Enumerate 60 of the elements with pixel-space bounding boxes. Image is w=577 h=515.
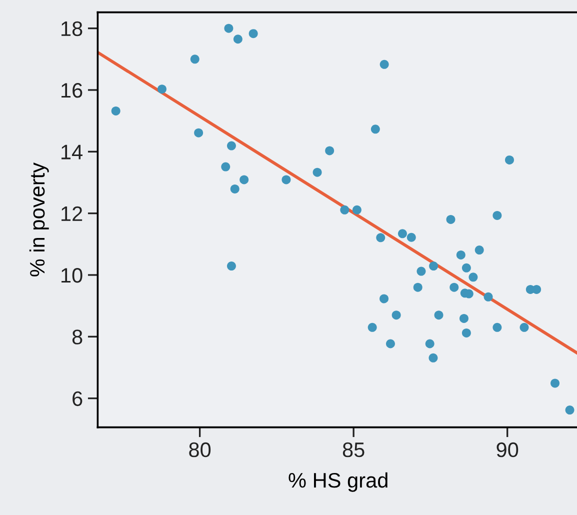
point (520, 322, 529, 332)
point (380, 294, 389, 304)
point (406, 232, 416, 242)
point (376, 233, 386, 242)
x-tick-label: 90 (496, 442, 518, 458)
point (446, 214, 456, 224)
point (450, 282, 459, 292)
x-tick-label: 85 (342, 442, 364, 458)
point (434, 310, 444, 320)
point (429, 262, 438, 271)
y-axis-title: % in poverty (29, 162, 49, 276)
point (221, 162, 230, 172)
point (456, 250, 466, 260)
y-tick-label: 8 (72, 330, 82, 344)
point (425, 339, 434, 348)
point (340, 205, 350, 214)
point (190, 54, 200, 64)
point (484, 292, 493, 302)
point (352, 205, 362, 214)
point (492, 322, 502, 332)
point (226, 262, 236, 271)
point (474, 246, 484, 255)
point (224, 24, 234, 33)
y-tick-label: 16 (62, 83, 82, 98)
y-tick-label: 12 (62, 206, 82, 221)
point (111, 106, 120, 116)
point (312, 168, 322, 177)
point (532, 284, 542, 294)
point (468, 272, 478, 282)
y-tick-label: 18 (62, 21, 82, 36)
point (392, 310, 401, 320)
x-tick-label: 80 (189, 442, 211, 458)
point (492, 210, 502, 220)
point (226, 141, 236, 150)
point (398, 229, 407, 238)
y-tick-label: 14 (62, 144, 83, 160)
point (370, 124, 380, 134)
point (230, 184, 240, 194)
point (413, 282, 422, 292)
point (459, 314, 468, 323)
x-axis-title: % HS grad (288, 472, 388, 492)
point (428, 353, 438, 362)
point (565, 406, 574, 415)
point (462, 263, 471, 272)
point (248, 29, 258, 38)
point (386, 339, 395, 348)
point (550, 378, 560, 388)
point (462, 328, 471, 338)
point (504, 155, 514, 164)
y-tick-label: 6 (72, 391, 82, 406)
point (380, 60, 389, 69)
point (416, 266, 426, 276)
point (325, 146, 334, 156)
point (157, 84, 166, 94)
point (368, 322, 377, 332)
y-tick-label: 10 (62, 268, 82, 283)
point (282, 175, 291, 184)
point (194, 128, 204, 138)
point (233, 34, 242, 44)
point (240, 175, 249, 184)
